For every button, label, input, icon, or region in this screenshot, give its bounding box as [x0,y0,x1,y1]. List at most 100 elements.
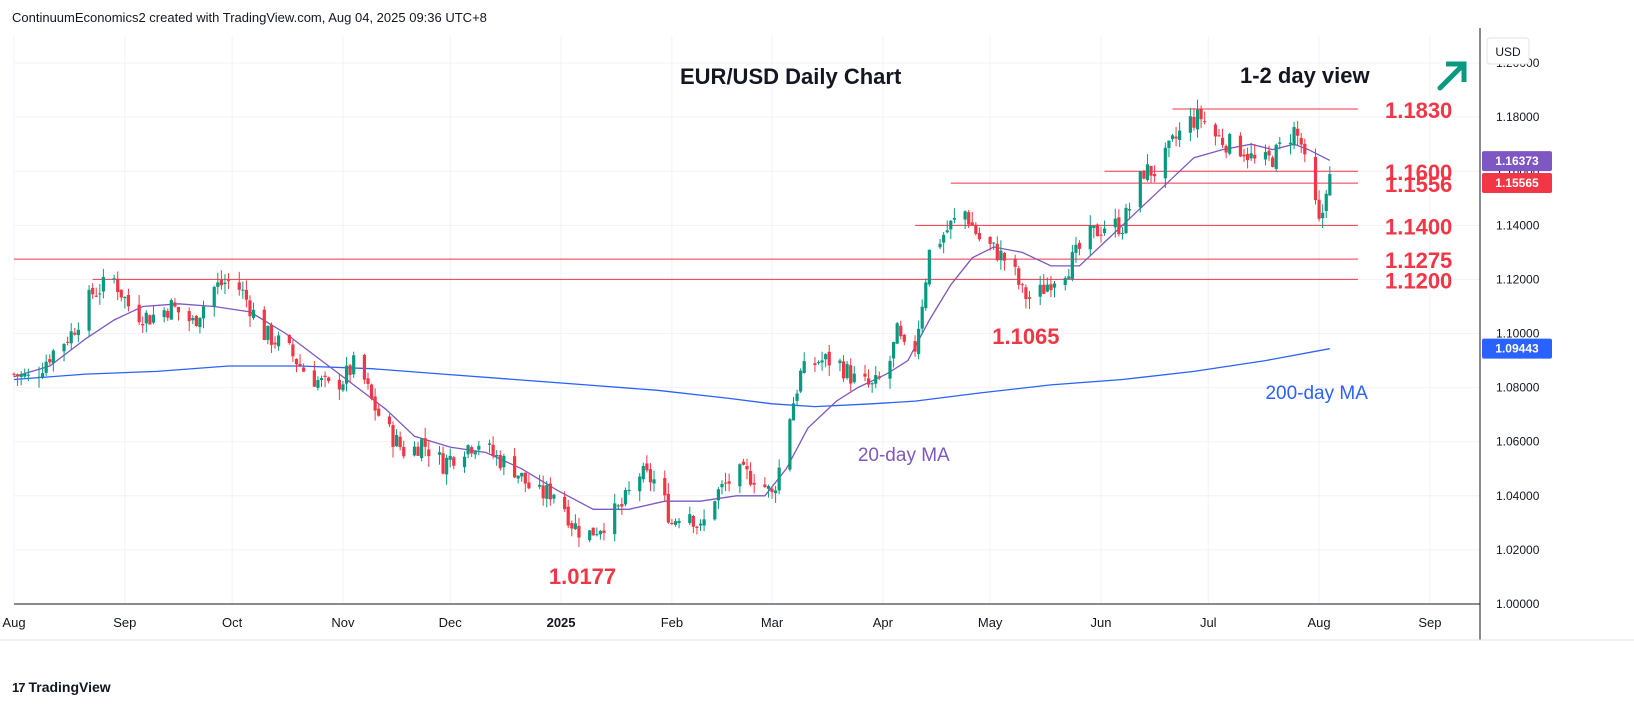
candle-body[interactable] [1052,283,1057,288]
candle-body[interactable] [852,373,856,383]
candle-body[interactable] [638,476,642,492]
candle-body[interactable] [237,282,241,290]
candle-body[interactable] [319,378,324,381]
candle-body[interactable] [137,304,141,323]
candle-body[interactable] [473,451,477,455]
candle-body[interactable] [866,378,871,385]
candle-body[interactable] [938,243,942,248]
candle-body[interactable] [952,218,956,220]
candle-body[interactable] [702,519,706,526]
candle-body[interactable] [795,393,799,401]
candle-body[interactable] [123,297,127,299]
candle-body[interactable] [216,282,220,287]
candle-body[interactable] [913,341,917,352]
candle-body[interactable] [1024,287,1028,299]
candle-body[interactable] [899,325,903,337]
candle-body[interactable] [498,455,502,469]
candle-body[interactable] [69,331,73,344]
candle-body[interactable] [487,443,492,445]
candle-body[interactable] [273,342,277,345]
candle-body[interactable] [126,295,131,307]
candle-body[interactable] [87,289,91,331]
currency-box[interactable] [1486,37,1530,65]
candle-body[interactable] [512,456,517,478]
candle-body[interactable] [777,467,781,491]
candle-body[interactable] [727,481,731,484]
candle-body[interactable] [1174,136,1178,139]
candle-body[interactable] [623,490,628,505]
candle-body[interactable] [427,449,431,457]
candle-body[interactable] [169,300,173,320]
candle-body[interactable] [1070,252,1074,279]
candle-body[interactable] [988,236,992,244]
candle-body[interactable] [470,447,474,454]
candle-body[interactable] [187,311,191,322]
candle-body[interactable] [949,220,953,230]
candle-body[interactable] [15,374,20,377]
candle-body[interactable] [1002,252,1007,261]
candle-body[interactable] [1163,147,1167,179]
candle-body[interactable] [495,454,499,457]
candle-body[interactable] [1117,217,1121,235]
candle-body[interactable] [248,300,252,317]
candle-body[interactable] [341,384,345,391]
candle-body[interactable] [1088,225,1092,250]
candle-body[interactable] [1124,207,1128,234]
price-tag[interactable] [1482,173,1552,194]
candle-body[interactable] [226,280,231,282]
candle-body[interactable] [201,306,206,319]
candle-body[interactable] [12,373,16,375]
candle-body[interactable] [26,374,30,376]
candle-body[interactable] [369,384,374,399]
candle-body[interactable] [223,282,227,285]
candle-body[interactable] [720,483,724,488]
candle-body[interactable] [344,365,349,384]
candle-body[interactable] [1027,297,1032,299]
candle-body[interactable] [849,365,853,384]
candle-body[interactable] [963,211,967,220]
candle-body[interactable] [967,212,971,225]
candle-body[interactable] [691,515,695,527]
candle-body[interactable] [302,367,306,372]
candle-body[interactable] [1328,174,1332,196]
candle-body[interactable] [348,365,352,375]
candle-body[interactable] [745,465,749,470]
candle-body[interactable] [262,309,266,341]
candle-body[interactable] [41,373,45,378]
candle-body[interactable] [1192,116,1196,128]
candle-body[interactable] [713,501,717,520]
candle-body[interactable] [548,483,552,500]
candle-body[interactable] [1299,137,1303,145]
candle-body[interactable] [917,328,921,355]
candle-body[interactable] [176,306,181,313]
candle-body[interactable] [251,309,256,319]
candle-body[interactable] [1199,109,1203,120]
price-tag[interactable] [1482,151,1552,172]
candle-body[interactable] [1217,135,1221,137]
candle-body[interactable] [448,455,452,460]
candle-body[interactable] [119,289,123,298]
tradingview-logo[interactable]: 17 TradingView [12,679,111,695]
candle-body[interactable] [91,288,95,295]
candle-body[interactable] [824,354,828,360]
candle-body[interactable] [538,484,542,487]
candle-body[interactable] [838,360,842,364]
candle-body[interactable] [763,484,767,487]
candle-body[interactable] [874,375,878,384]
candle-body[interactable] [766,486,771,489]
candle-body[interactable] [774,490,778,494]
candle-body[interactable] [1228,133,1232,154]
candle-body[interactable] [738,464,742,487]
candle-body[interactable] [76,329,80,336]
candle-body[interactable] [723,482,728,484]
candle-body[interactable] [1213,124,1218,137]
candle-body[interactable] [1138,171,1142,208]
candle-body[interactable] [269,324,274,345]
candle-body[interactable] [827,351,831,366]
candle-body[interactable] [420,439,424,459]
candle-body[interactable] [1120,232,1125,234]
candle-body[interactable] [1013,258,1017,267]
candle-body[interactable] [445,457,449,475]
candle-body[interactable] [1238,135,1243,157]
candle-body[interactable] [48,359,52,363]
